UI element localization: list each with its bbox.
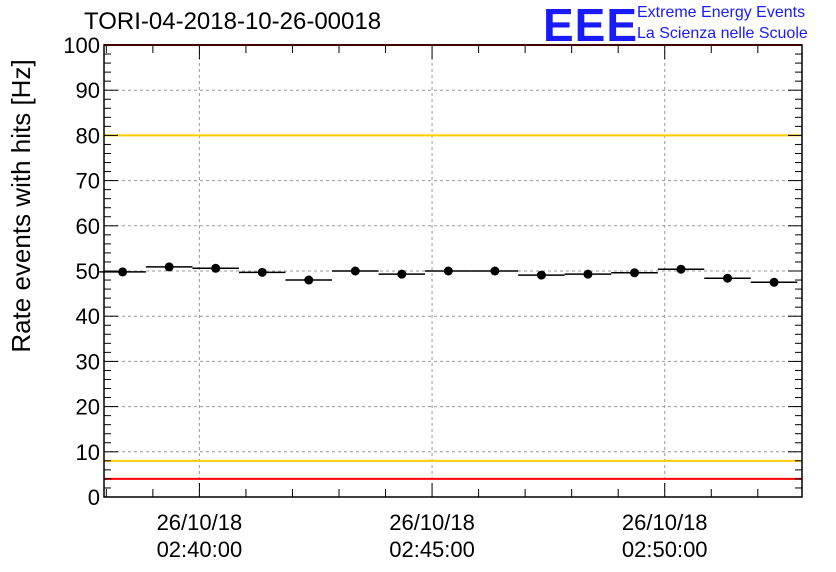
logo-mark: EEE <box>543 0 639 51</box>
data-point <box>536 270 546 280</box>
x-tick-date-label: 26/10/18 <box>622 510 708 535</box>
y-axis: 0 10 20 30 40 50 60 70 80 90 100 <box>63 33 802 510</box>
x-tick-date-label: 26/10/18 <box>389 510 475 535</box>
y-tick-label: 80 <box>76 123 100 148</box>
data-point <box>118 267 128 277</box>
data-point <box>257 267 267 277</box>
y-tick-label: 40 <box>76 304 100 329</box>
data-point <box>490 266 500 276</box>
data-point <box>350 266 360 276</box>
y-tick-label: 0 <box>88 485 100 510</box>
data-point <box>443 266 453 276</box>
y-tick-label: 30 <box>76 349 100 374</box>
y-tick-label: 90 <box>76 78 100 103</box>
reference-lines <box>104 44 802 480</box>
data-point <box>583 269 593 279</box>
data-point <box>164 262 174 272</box>
data-points <box>99 262 798 287</box>
x-tick-time-label: 02:40:00 <box>157 537 243 562</box>
y-tick-label: 20 <box>76 395 100 420</box>
data-point <box>676 264 686 274</box>
data-point <box>723 273 733 283</box>
y-tick-label: 70 <box>76 169 100 194</box>
y-tick-label: 100 <box>63 33 100 58</box>
logo-line2: La Scienza nelle Scuole <box>637 25 808 42</box>
x-axis: 26/10/1802:40:0026/10/1802:45:0026/10/18… <box>105 45 759 562</box>
chart-title: TORI-04-2018-10-26-00018 <box>84 8 382 35</box>
data-point <box>769 277 779 287</box>
logo-line1: Extreme Energy Events <box>637 4 806 21</box>
y-tick-label: 60 <box>76 214 100 239</box>
data-point <box>629 268 639 278</box>
y-tick-label: 10 <box>76 440 100 465</box>
x-tick-time-label: 02:45:00 <box>389 537 475 562</box>
x-tick-time-label: 02:50:00 <box>622 537 708 562</box>
data-point <box>397 269 407 279</box>
y-axis-label: Rate events with hits [Hz] <box>6 59 36 352</box>
data-point <box>211 263 221 273</box>
data-point <box>304 275 314 285</box>
y-tick-label: 50 <box>76 259 100 284</box>
x-tick-date-label: 26/10/18 <box>157 510 243 535</box>
